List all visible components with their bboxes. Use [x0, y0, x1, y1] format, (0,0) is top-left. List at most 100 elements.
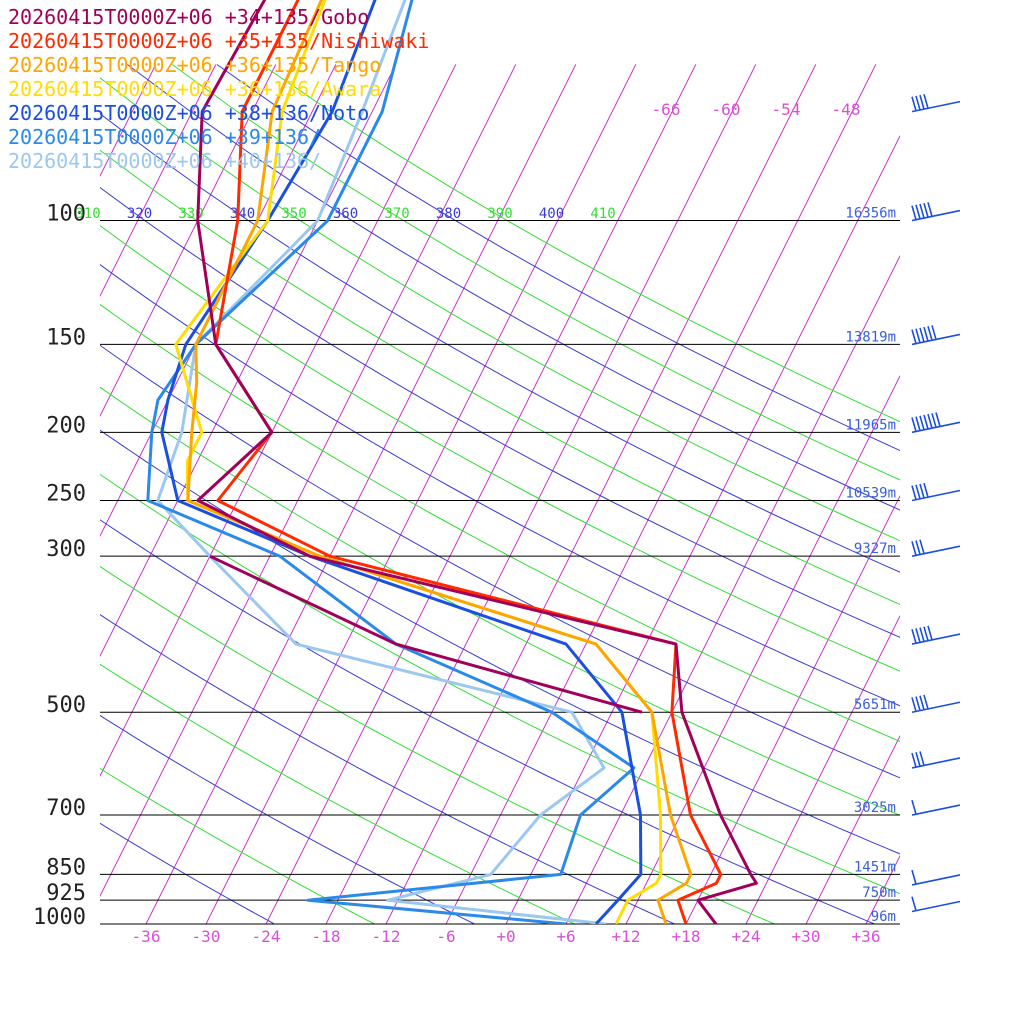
- dry-adiabat: [100, 714, 475, 924]
- pressure-label: 300: [46, 537, 86, 562]
- series-line-39-136: [146, 0, 636, 924]
- theta-e-line: [261, 64, 900, 423]
- height-label: 3025m: [854, 800, 896, 816]
- pressure-label: 1000: [33, 905, 86, 930]
- theta-label: 400: [539, 206, 564, 222]
- wind-barb: [911, 539, 961, 557]
- temperature-tick-label: +0: [496, 927, 515, 946]
- wind-barb: [911, 751, 961, 769]
- isotherm-line: [986, 65, 1024, 924]
- wind-barb: [911, 625, 961, 645]
- pressure-label: 500: [46, 693, 86, 718]
- theta-label: 370: [384, 206, 409, 222]
- temperature-tick-label: -30: [192, 927, 221, 946]
- pressure-label: 200: [46, 413, 86, 438]
- isotherm-line: [625, 374, 900, 924]
- legend-entry: 20260415T0000Z+06 +38+136/Noto: [8, 101, 369, 125]
- temperature-tick-label: +36: [852, 927, 881, 946]
- theta-e-line: [100, 386, 900, 816]
- isotherm-line: [100, 64, 217, 298]
- height-label: 11965m: [845, 417, 896, 433]
- isotherm-line: [325, 64, 757, 924]
- dry-adiabat: [216, 64, 900, 452]
- series-line-gobo-dewpoint: [209, 554, 643, 714]
- upper-temperature-labels: -66 -60 -54 -48: [652, 100, 861, 119]
- theta-label: 310: [75, 206, 100, 222]
- temperature-tick-label: -36: [132, 927, 161, 946]
- wind-barb: [911, 869, 961, 886]
- temperature-tick-label: +30: [792, 927, 821, 946]
- isotherm-line: [0, 65, 36, 924]
- temperature-tick-label: +24: [732, 927, 761, 946]
- temperature-tick-label: -18: [312, 927, 341, 946]
- dry-adiabat: [100, 344, 900, 779]
- wind-barb: [911, 202, 961, 222]
- isotherm-line: [565, 254, 900, 924]
- theta-labels: 310 320 330 340 350 360 370 380 390 400 410: [75, 206, 615, 222]
- temperature-tick-label: -12: [372, 927, 401, 946]
- wind-barb: [911, 412, 961, 434]
- upper-temperature-label: -54: [772, 100, 801, 119]
- theta-label: 340: [230, 206, 255, 222]
- temperature-tick-label: +6: [556, 927, 575, 946]
- wind-barb: [911, 896, 961, 913]
- series-line-nishiwaki: [214, 0, 723, 924]
- theta-e-line: [100, 303, 900, 742]
- isotherm-lines: [0, 64, 1024, 924]
- wind-barb: [911, 799, 961, 816]
- dry-adiabat: [100, 263, 900, 707]
- legend-entry: 20260415T0000Z+06 +36+136/Awara: [8, 77, 381, 101]
- pressure-label: 150: [46, 325, 86, 350]
- theta-e-line: [100, 767, 375, 924]
- legend-entry: 20260415T0000Z+06 +40+136/: [8, 149, 321, 173]
- wind-barb: [911, 694, 961, 714]
- theta-label: 330: [178, 206, 203, 222]
- isotherm-line: [100, 64, 457, 778]
- theta-e-line: [171, 64, 900, 481]
- isotherm-line: [265, 64, 697, 924]
- pressure-label: 925: [46, 881, 86, 906]
- height-label: 9327m: [854, 541, 896, 557]
- isotherm-line: [505, 134, 900, 924]
- series-line-gobo: [196, 0, 758, 924]
- sounding-series: [146, 0, 758, 924]
- dry-adiabat: [100, 113, 900, 573]
- legend-entry: 20260415T0000Z+06 +36+135/Tango: [8, 53, 381, 77]
- legend-entry: 20260415T0000Z+06 +34+135/Gobo: [8, 5, 369, 29]
- theta-e-line: [100, 149, 900, 605]
- isotherm-line: [385, 64, 817, 924]
- height-label: 5651m: [854, 697, 896, 713]
- height-label: 10539m: [845, 485, 896, 501]
- isotherm-line: [100, 64, 337, 538]
- height-label: 96m: [871, 909, 896, 925]
- dry-adiabat: [127, 64, 900, 511]
- theta-e-line: [100, 473, 900, 895]
- pressure-label: 700: [46, 796, 86, 821]
- temperature-tick-label: +12: [612, 927, 641, 946]
- isotherm-line: [100, 64, 277, 418]
- temperature-tick-label: -6: [436, 927, 455, 946]
- wind-barb: [911, 94, 961, 113]
- pressure-label: 100: [46, 202, 86, 227]
- moist-adiabat-lines: [100, 64, 900, 924]
- dry-adiabat: [100, 186, 900, 638]
- height-labels: 16356m 13819m 11965m 10539m 9327m 5651m 3025m 1…: [845, 206, 896, 925]
- theta-e-line: [100, 663, 575, 924]
- dry-adiabat: [100, 822, 275, 924]
- theta-label: 380: [436, 206, 461, 222]
- wind-barb: [911, 325, 961, 346]
- temperature-axis-labels: -36 -30 -24 -18 -12 -6 +0 +6 +12 +18 +24 +30 +36: [132, 927, 881, 946]
- theta-label: 360: [333, 206, 358, 222]
- upper-temperature-label: -48: [832, 100, 861, 119]
- isotherm-line: [445, 64, 877, 924]
- legend-entry: 20260415T0000Z+06 +39+136/: [8, 125, 321, 149]
- upper-temperature-label: -60: [712, 100, 741, 119]
- dry-adiabat: [100, 519, 875, 924]
- height-label: 13819m: [845, 329, 896, 345]
- upper-temperature-label: -66: [652, 100, 681, 119]
- pressure-label: 250: [46, 481, 86, 506]
- isotherm-line: [745, 614, 900, 924]
- isotherm-line: [100, 64, 517, 898]
